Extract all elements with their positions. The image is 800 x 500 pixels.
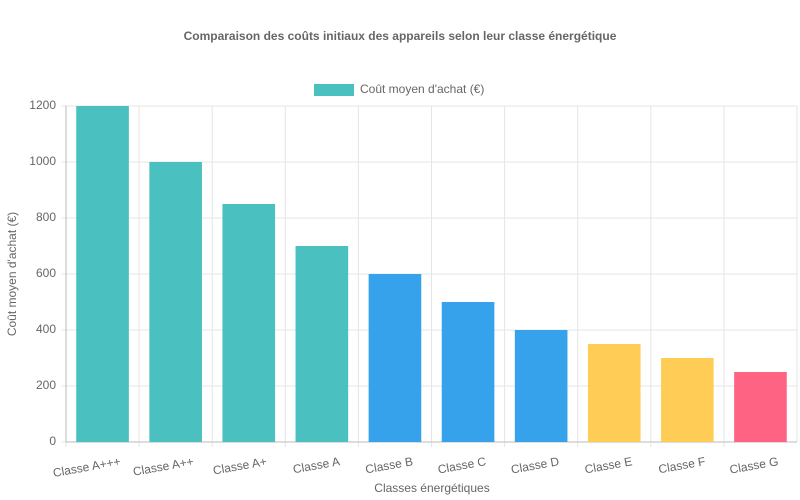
y-tick-label: 600 (36, 266, 56, 280)
x-tick-label: Classe C (437, 454, 488, 476)
legend-label: Coût moyen d'achat (€) (360, 82, 484, 96)
bar (734, 372, 787, 442)
legend-swatch[interactable] (314, 84, 354, 96)
bar (661, 358, 714, 442)
bar (587, 344, 641, 442)
chart-title: Comparaison des coûts initiaux des appar… (184, 29, 617, 43)
y-tick-label: 1200 (29, 98, 56, 112)
x-tick-label: Classe A+++ (52, 454, 122, 480)
x-tick-label: Classe A (292, 454, 341, 476)
bar (514, 330, 568, 442)
bar (76, 106, 129, 442)
bar (222, 204, 276, 442)
y-tick-label: 0 (49, 434, 56, 448)
x-axis-title: Classes énergétiques (374, 481, 489, 495)
x-tick-label: Classe G (728, 454, 779, 476)
y-axis-title: Coût moyen d'achat (€) (5, 212, 19, 336)
y-tick-label: 800 (36, 210, 56, 224)
y-tick-label: 400 (36, 322, 56, 336)
bar (149, 162, 202, 442)
x-tick-label: Classe A++ (132, 454, 195, 478)
x-tick-label: Classe D (510, 454, 561, 476)
x-tick-label: Classe A+ (212, 454, 268, 477)
y-tick-label: 1000 (29, 154, 56, 168)
y-tick-label: 200 (36, 378, 56, 392)
bar (368, 274, 422, 442)
x-tick-label: Classe F (657, 454, 706, 476)
x-tick-label: Classe B (364, 454, 414, 476)
x-tick-label: Classe E (584, 454, 634, 476)
bar (295, 246, 349, 442)
bar (441, 302, 495, 442)
